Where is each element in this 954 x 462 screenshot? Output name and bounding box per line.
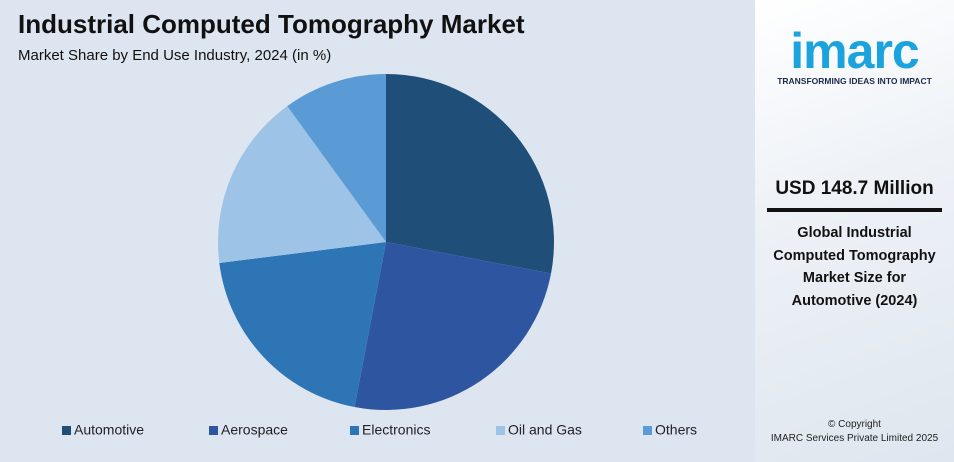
- copyright: © Copyright IMARC Services Private Limite…: [755, 418, 954, 446]
- chart-subtitle: Market Share by End Use Industry, 2024 (…: [18, 47, 331, 64]
- sidebar: imarc TRANSFORMING IDEAS INTO IMPACT USD…: [755, 0, 954, 462]
- legend-label: Oil and Gas: [508, 422, 582, 438]
- description: Global Industrial Computed Tomography Ma…: [773, 225, 936, 309]
- tagline: TRANSFORMING IDEAS INTO IMPACT: [777, 76, 932, 86]
- pie-slice: [219, 242, 386, 408]
- legend-swatch: [496, 426, 505, 435]
- legend-swatch: [350, 426, 359, 435]
- logo: imarc: [790, 23, 919, 79]
- legend-label: Automotive: [74, 422, 144, 438]
- legend-label: Aerospace: [221, 422, 288, 438]
- pie-slice: [386, 74, 554, 274]
- chart: Industrial Computed Tomography Market Ma…: [18, 9, 697, 438]
- legend-swatch: [643, 426, 652, 435]
- chart-title: Industrial Computed Tomography Market: [18, 9, 525, 39]
- pie-slice: [354, 242, 552, 410]
- legend-label: Electronics: [362, 422, 430, 438]
- pie-slice: [287, 74, 386, 242]
- headline: USD 148.7 Million: [775, 178, 934, 199]
- company: IMARC Services Private Limited 2025: [770, 433, 939, 444]
- legend-swatch: [209, 426, 218, 435]
- legend-swatch: [62, 426, 71, 435]
- pie-slice: [218, 106, 386, 264]
- copyright-line: © Copyright: [828, 419, 881, 430]
- legend-label: Others: [655, 422, 697, 438]
- divider: [767, 208, 942, 212]
